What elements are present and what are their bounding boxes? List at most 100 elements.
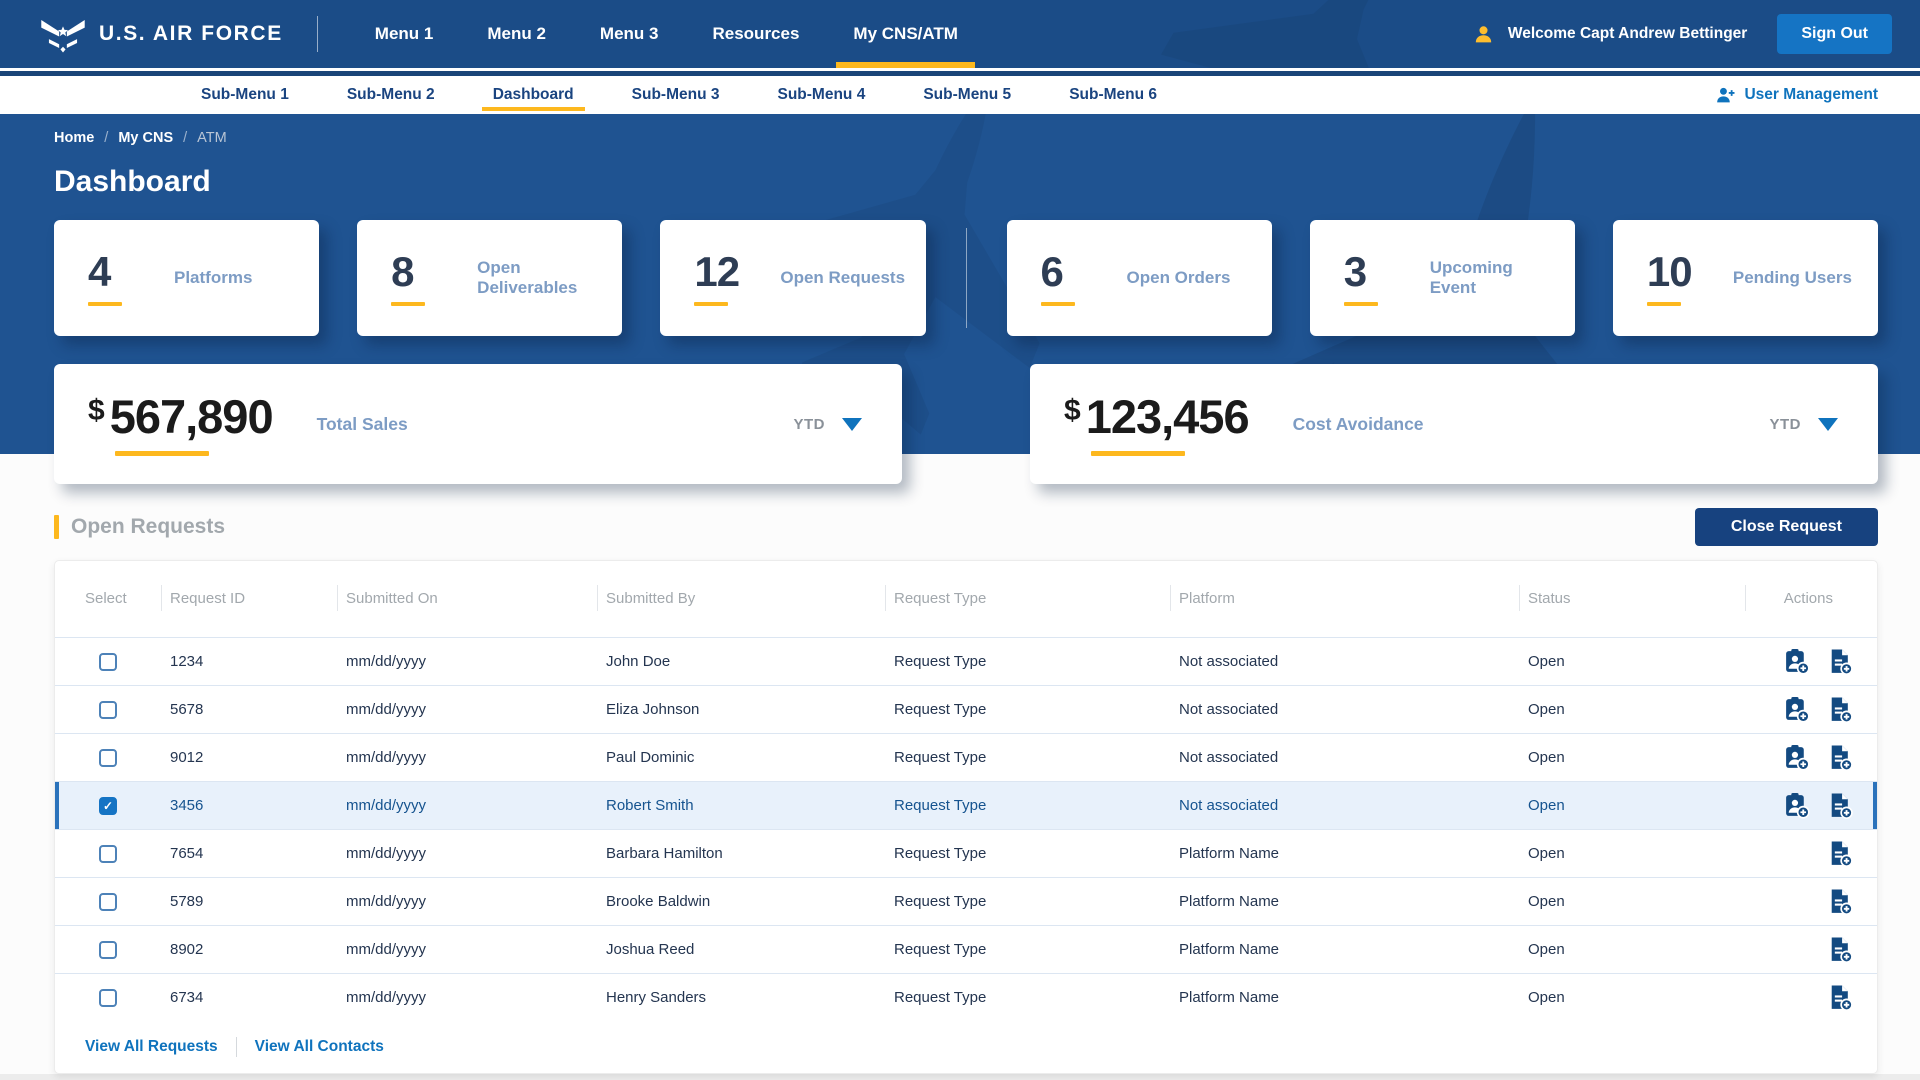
cell-submitted-by: Joshua Reed — [597, 941, 885, 958]
assign-user-icon[interactable] — [1783, 648, 1810, 675]
assign-user-icon[interactable] — [1783, 744, 1810, 771]
stat-underline — [1647, 302, 1681, 306]
subnav-item[interactable]: Sub-Menu 2 — [318, 76, 464, 114]
stat-value: 12 — [694, 251, 764, 293]
stat-label: Open Deliverables — [477, 258, 604, 298]
cell-platform: Platform Name — [1170, 989, 1519, 1006]
subnav-item[interactable]: Sub-Menu 3 — [603, 76, 749, 114]
cell-platform: Platform Name — [1170, 893, 1519, 910]
cell-status: Open — [1519, 797, 1745, 814]
topnav-item[interactable]: Menu 3 — [573, 0, 686, 68]
close-request-button[interactable]: Close Request — [1695, 508, 1878, 546]
kpi-currency: $ — [1064, 396, 1081, 426]
subnav-item[interactable]: Dashboard — [464, 76, 603, 114]
cell-actions — [1745, 744, 1877, 771]
cell-request-id: 6734 — [161, 989, 337, 1006]
top-navbar: U.S. AIR FORCE Menu 1 Menu 2 Menu 3 Reso… — [0, 0, 1920, 68]
assign-user-icon[interactable] — [1783, 696, 1810, 723]
cell-submitted-by: Barbara Hamilton — [597, 845, 885, 862]
row-checkbox[interactable] — [99, 749, 117, 767]
row-checkbox[interactable] — [99, 893, 117, 911]
person-plus-icon — [1715, 86, 1736, 104]
brand[interactable]: U.S. AIR FORCE — [40, 14, 283, 54]
cell-status: Open — [1519, 653, 1745, 670]
subnav-menu: Sub-Menu 1 Sub-Menu 2 Dashboard Sub-Menu… — [172, 76, 1186, 114]
cell-status: Open — [1519, 893, 1745, 910]
subnav-item-label: Dashboard — [493, 86, 574, 104]
topnav-item[interactable]: My CNS/ATM — [826, 0, 985, 68]
subnav-item[interactable]: Sub-Menu 6 — [1040, 76, 1186, 114]
kpi-underline — [115, 451, 209, 456]
column-header: Submitted By — [597, 590, 885, 607]
cell-submitted-on: mm/dd/yyyy — [337, 941, 597, 958]
topnav-item[interactable]: Resources — [685, 0, 826, 68]
add-document-icon[interactable] — [1826, 648, 1853, 675]
kpi-card: $ 123,456 Cost Avoidance YTD — [1030, 364, 1878, 484]
add-document-icon[interactable] — [1826, 696, 1853, 723]
main-menu: Menu 1 Menu 2 Menu 3 Resources My CNS/AT… — [348, 0, 985, 68]
row-checkbox[interactable] — [99, 941, 117, 959]
cell-actions — [1745, 888, 1877, 915]
row-checkbox[interactable] — [99, 653, 117, 671]
stat-card-row: 4 Platforms 8 Open Deliverables 12 Open … — [54, 220, 1878, 336]
content-section: Open Requests Close Request SelectReques… — [0, 454, 1920, 1074]
top-right: Welcome Capt Andrew Bettinger Sign Out — [1473, 14, 1892, 54]
page-title: Dashboard — [54, 164, 1878, 200]
subnav-item-label: Sub-Menu 3 — [632, 86, 720, 104]
breadcrumb-item[interactable]: My CNS — [118, 130, 173, 146]
column-header: Platform — [1170, 590, 1519, 607]
add-document-icon[interactable] — [1826, 888, 1853, 915]
subnav-item[interactable]: Sub-Menu 1 — [172, 76, 318, 114]
assign-user-icon[interactable] — [1783, 792, 1810, 819]
topnav-item[interactable]: Menu 1 — [348, 0, 461, 68]
cell-request-type: Request Type — [885, 797, 1170, 814]
kpi-underline — [1091, 451, 1185, 456]
row-checkbox[interactable] — [99, 989, 117, 1007]
kpi-period-select[interactable]: YTD — [1770, 416, 1839, 433]
sign-out-button[interactable]: Sign Out — [1777, 14, 1892, 54]
user-management-link[interactable]: User Management — [1715, 76, 1878, 114]
add-document-icon[interactable] — [1826, 744, 1853, 771]
caret-down-icon — [1818, 418, 1838, 431]
stat-underline — [694, 302, 728, 306]
add-document-icon[interactable] — [1826, 936, 1853, 963]
add-document-icon[interactable] — [1826, 984, 1853, 1011]
topnav-item-label: Resources — [712, 24, 799, 44]
column-header: Select — [55, 590, 161, 607]
stat-card: 10 Pending Users — [1613, 220, 1878, 336]
cell-platform: Not associated — [1170, 797, 1519, 814]
cell-submitted-by: Henry Sanders — [597, 989, 885, 1006]
row-checkbox[interactable] — [99, 701, 117, 719]
breadcrumb-separator: / — [104, 130, 108, 146]
subnav-item-label: Sub-Menu 4 — [778, 86, 866, 104]
column-header: Request Type — [885, 590, 1170, 607]
breadcrumb-item[interactable]: Home — [54, 130, 94, 146]
cell-submitted-on: mm/dd/yyyy — [337, 749, 597, 766]
subnav-item[interactable]: Sub-Menu 5 — [894, 76, 1040, 114]
open-requests-table: SelectRequest IDSubmitted OnSubmitted By… — [54, 560, 1878, 1074]
stat-value: 4 — [88, 251, 158, 293]
row-checkbox[interactable] — [99, 797, 117, 815]
kpi-period-select[interactable]: YTD — [794, 416, 863, 433]
add-document-icon[interactable] — [1826, 792, 1853, 819]
brand-divider — [317, 16, 318, 52]
kpi-label: Cost Avoidance — [1293, 414, 1424, 435]
view-all-link[interactable]: View All Contacts — [255, 1038, 384, 1056]
cell-actions — [1745, 648, 1877, 675]
topnav-item[interactable]: Menu 2 — [460, 0, 573, 68]
subnav-item-label: Sub-Menu 5 — [923, 86, 1011, 104]
cell-submitted-on: mm/dd/yyyy — [337, 845, 597, 862]
topnav-item-label: Menu 3 — [600, 24, 659, 44]
table-row: 3456 mm/dd/yyyy Robert Smith Request Typ… — [55, 781, 1877, 829]
view-all-link[interactable]: View All Requests — [85, 1038, 218, 1056]
open-requests-header: Open Requests Close Request — [54, 508, 1878, 546]
kpi-period-label: YTD — [794, 416, 826, 433]
add-document-icon[interactable] — [1826, 840, 1853, 867]
stat-card: 8 Open Deliverables — [357, 220, 622, 336]
brand-name: U.S. AIR FORCE — [99, 22, 283, 46]
breadcrumb-item: ATM — [197, 130, 227, 146]
user-management-label: User Management — [1744, 86, 1878, 104]
subnav-item[interactable]: Sub-Menu 4 — [749, 76, 895, 114]
cell-submitted-by: Robert Smith — [597, 797, 885, 814]
row-checkbox[interactable] — [99, 845, 117, 863]
